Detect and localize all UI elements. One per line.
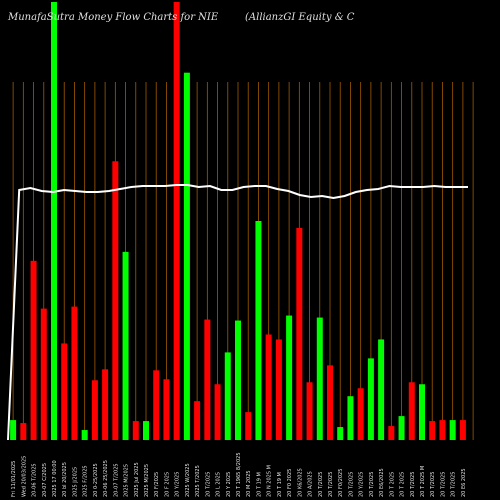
bar-9 [102,369,109,440]
bar-44 [459,420,466,440]
x-tick-label: 20 T 1965 8/2025 [236,453,242,498]
x-tick-label: 20 T 19 M [277,472,283,497]
money-flow-line-path [7,184,468,441]
bar-24 [255,221,262,440]
x-tick-label: 20 0-25/2025 [93,463,99,497]
bar-19 [204,319,211,440]
x-tick-label: 20 F 2025 [164,472,170,497]
x-tick-label: 20-07 C/2025 [42,463,48,497]
bar-11 [122,251,129,440]
x-tick-label: 20 T/2025 [205,472,211,497]
x-tick-label: 2025 J/2025 [72,467,78,497]
bar-4 [51,2,57,440]
x-tick-label: 20 bl 20/2025 [62,462,68,497]
bar-25 [265,334,272,440]
x-tick-label: 20-06 T/2025 [32,463,38,497]
bar-34 [357,388,364,440]
bar-42 [439,420,446,440]
bar-37 [388,426,395,440]
bar-2 [30,260,37,440]
x-tick-label: 20 E6 2025 [461,468,467,497]
bar-28 [296,227,303,440]
x-tick-label: 20 T/2025 [430,472,436,497]
x-tick-label: 20 T/2025 [410,472,416,497]
x-tick-label: 20 L 2025 [216,472,222,497]
x-tick-label: 20 T/2025 [451,472,457,497]
bar-33 [347,396,354,440]
bar-32 [337,427,344,440]
x-tick-label: 2025 M/2025 [144,464,150,497]
bar-8 [91,380,98,440]
bar-22 [235,320,241,440]
money-flow-line [7,184,468,441]
x-tick-label: 20 F0/2025 [338,469,344,497]
chart-title: MunafaSutra Money Flow Charts for NIE [7,12,219,23]
bar-20 [214,384,221,440]
bar-6 [71,306,78,440]
x-tick-label: 20 T 19 M [256,472,262,497]
x-tick-label: 20 A/2025 [308,471,314,497]
bar-14 [153,370,160,440]
x-tick-label: 20-07 T/2025 [113,463,119,497]
x-tick-label: Fri 11/01/2025 [11,461,17,497]
x-tick-label: 20 F/2025 [154,472,160,497]
x-tick-label: 2025 M/2025 [124,464,130,497]
x-tick-label: 20 T 2025 [400,472,406,497]
x-tick-label: 2025 Jul 2025 [134,462,140,497]
x-tick-label: 20 M 2025 [246,470,252,497]
bar-35 [367,358,374,440]
grid-lines [12,82,474,440]
x-tick-label: 20 F0 2025 [287,469,293,497]
bar-17 [183,72,190,440]
bar-38 [398,416,405,440]
bar-13 [143,421,149,440]
x-tick-label: 20 Y/2025 [175,472,181,497]
bar-30 [316,317,323,440]
x-tick-label: 20 T 2025 M [420,466,426,497]
x-tick-label: 20 Y 2025 [226,472,232,497]
bar-23 [245,412,252,440]
x-tick-label: 2025 F/2025 [83,465,89,497]
bar-31 [327,365,333,440]
bar-43 [449,420,456,440]
bar-12 [132,421,139,440]
x-tick-label: 2025 17 00:00 [52,460,58,497]
x-tick-label: Wed 20/03/2025 [21,456,27,497]
bar-36 [378,339,385,440]
bar-26 [275,339,282,440]
x-tick-labels: Fri 11/01/2025 Wed 20/03/2025 20-06 T/2025… [11,453,467,498]
bar-0 [10,420,17,440]
bar-5 [61,343,68,440]
bar-29 [306,382,313,440]
bar-7 [81,430,88,440]
bar-27 [286,315,293,440]
bar-3 [40,308,47,440]
bar-1 [20,423,27,440]
x-tick-label: 20 T/2025 [318,472,324,497]
bar-15 [163,379,170,440]
bar-39 [408,382,415,440]
x-tick-label: 20 K6/2025 [297,468,303,497]
bar-40 [419,384,425,440]
bar-16 [173,2,180,440]
x-tick-label: 2025 T/2025 [195,465,201,497]
x-tick-label: 20 N 2025 M [267,465,273,497]
bar-41 [429,421,436,440]
x-tick-label: 20 T/2025 [348,472,354,497]
x-tick-label: 20 T/2025 [328,472,334,497]
x-tick-label: 20-06 25/2025 [103,460,109,497]
x-tick-label: 20 Y/2025 [359,472,365,497]
bar-21 [224,352,231,440]
bar-10 [112,161,119,441]
chart-subtitle: (AllianzGI Equity & C [245,12,355,23]
x-tick-label: 20 T/2025 [369,472,375,497]
x-tick-label: 20 T/2025 [440,472,446,497]
x-tick-label: 20 T 2025 [389,472,395,497]
x-tick-label: 2025 W/2025 [185,463,191,497]
bars [10,2,466,441]
x-tick-label: 20 E6/2025 [379,468,385,497]
bar-18 [194,401,201,440]
